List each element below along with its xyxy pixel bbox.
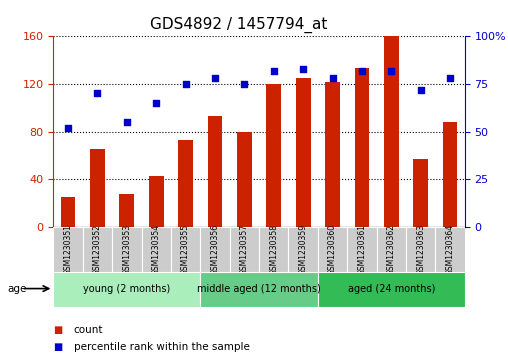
Text: GSM1230352: GSM1230352 [93, 224, 102, 275]
Point [387, 68, 395, 74]
Bar [208, 116, 223, 227]
Text: age: age [8, 284, 27, 294]
Text: GSM1230356: GSM1230356 [210, 224, 219, 275]
Bar [83, 227, 112, 272]
Text: GSM1230359: GSM1230359 [299, 224, 308, 275]
Bar [384, 36, 399, 227]
Bar [112, 227, 142, 272]
Text: GSM1230357: GSM1230357 [240, 224, 249, 275]
Bar [119, 193, 134, 227]
Bar [142, 227, 171, 272]
Point [299, 66, 307, 72]
Bar [355, 69, 369, 227]
Point [358, 68, 366, 74]
Bar [178, 140, 193, 227]
Bar [296, 78, 310, 227]
Point [152, 100, 160, 106]
Text: ■: ■ [53, 342, 62, 352]
Bar [60, 197, 75, 227]
Bar [90, 150, 105, 227]
Point [64, 125, 72, 131]
Bar [376, 227, 406, 272]
Text: young (2 months): young (2 months) [83, 285, 171, 294]
Text: middle aged (12 months): middle aged (12 months) [197, 285, 321, 294]
Bar [406, 227, 435, 272]
Text: aged (24 months): aged (24 months) [347, 285, 435, 294]
Bar [149, 176, 164, 227]
Text: GSM1230355: GSM1230355 [181, 224, 190, 275]
Bar [200, 272, 318, 307]
Point [329, 75, 337, 81]
Text: GSM1230360: GSM1230360 [328, 224, 337, 275]
Point [240, 81, 248, 87]
Text: GDS4892 / 1457794_at: GDS4892 / 1457794_at [150, 16, 328, 33]
Bar [230, 227, 259, 272]
Bar [414, 159, 428, 227]
Point [446, 75, 454, 81]
Text: GSM1230358: GSM1230358 [269, 224, 278, 275]
Bar [347, 227, 376, 272]
Bar [318, 227, 347, 272]
Point [93, 91, 102, 97]
Text: ■: ■ [53, 325, 62, 335]
Point [123, 119, 131, 125]
Point [417, 87, 425, 93]
Bar [171, 227, 200, 272]
Bar [200, 227, 230, 272]
Bar [266, 84, 281, 227]
Point [181, 81, 189, 87]
Bar [259, 227, 289, 272]
Bar [325, 82, 340, 227]
Bar [237, 131, 252, 227]
Bar [435, 227, 465, 272]
Bar [53, 272, 200, 307]
Point [211, 75, 219, 81]
Bar [53, 227, 83, 272]
Bar [289, 227, 318, 272]
Text: GSM1230362: GSM1230362 [387, 224, 396, 275]
Point [270, 68, 278, 74]
Bar [443, 122, 458, 227]
Text: GSM1230354: GSM1230354 [152, 224, 161, 275]
Text: GSM1230353: GSM1230353 [122, 224, 132, 275]
Text: GSM1230351: GSM1230351 [64, 224, 73, 275]
Text: GSM1230363: GSM1230363 [416, 224, 425, 275]
Text: GSM1230361: GSM1230361 [358, 224, 366, 275]
Text: count: count [74, 325, 103, 335]
Text: percentile rank within the sample: percentile rank within the sample [74, 342, 249, 352]
Bar [318, 272, 465, 307]
Text: GSM1230364: GSM1230364 [446, 224, 455, 275]
